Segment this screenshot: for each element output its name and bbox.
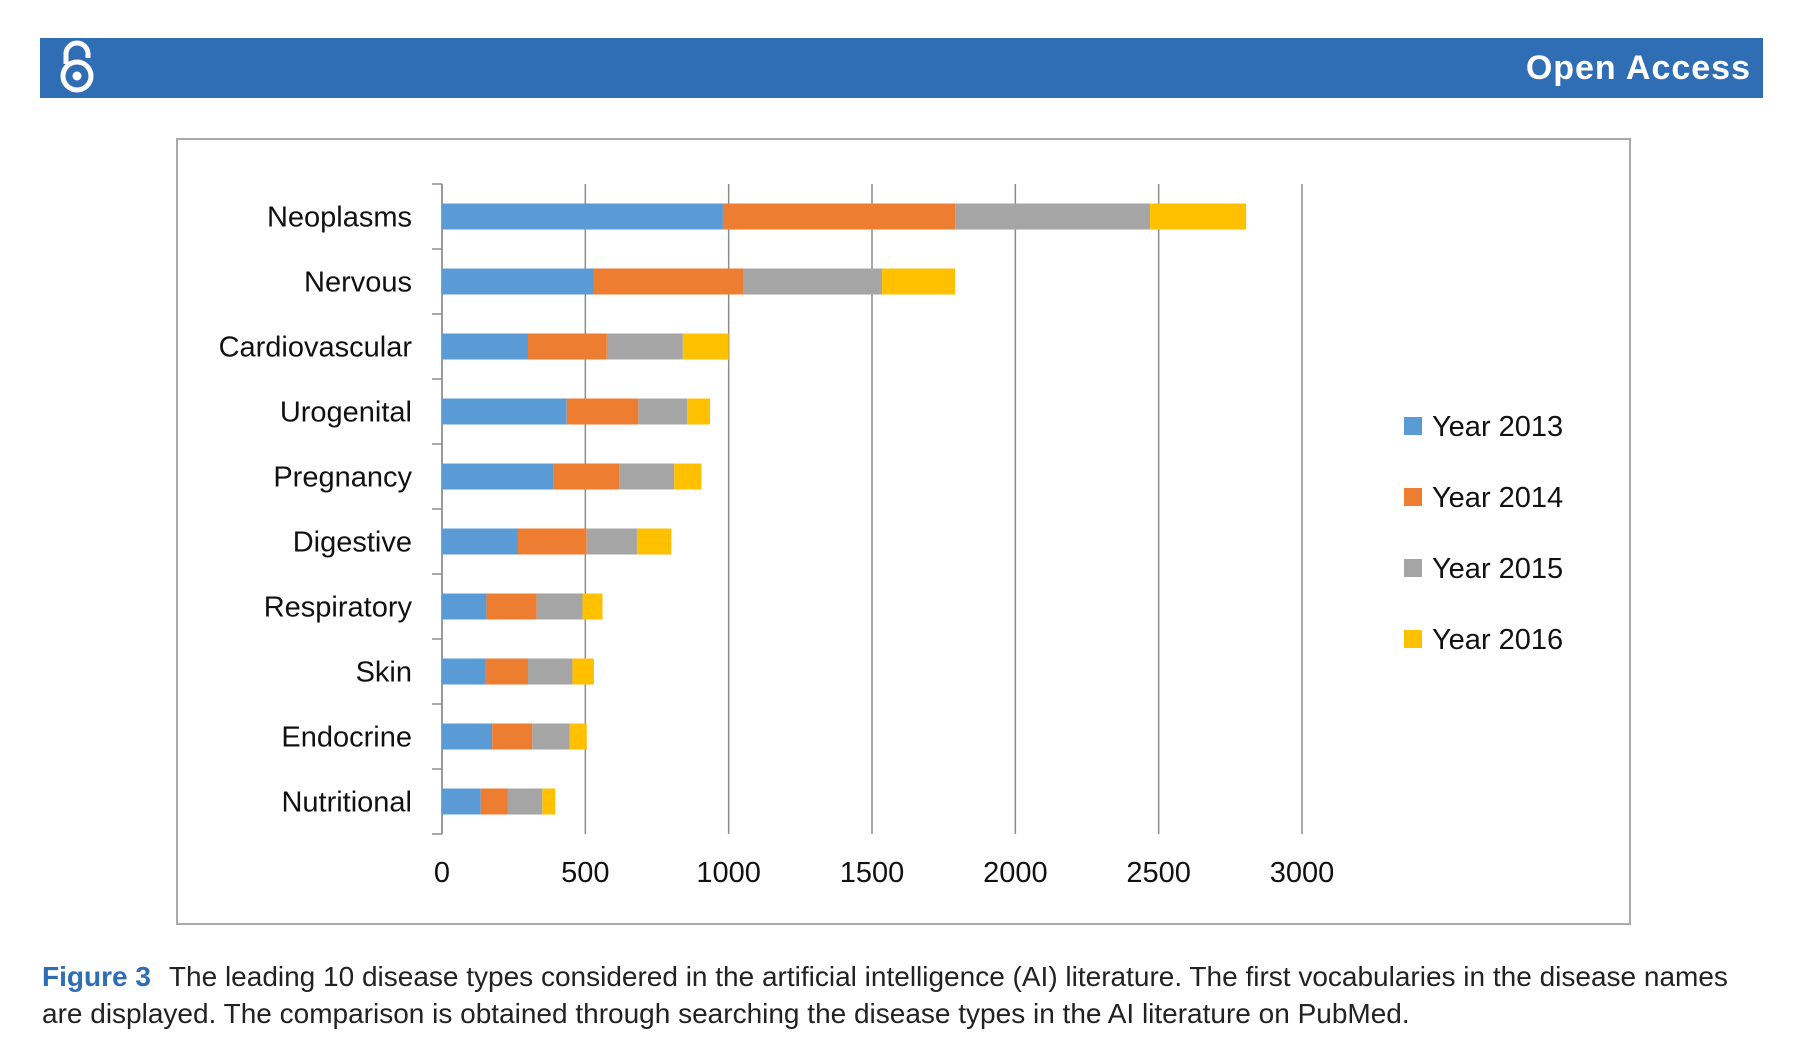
bar-segment [569,723,587,750]
legend-label: Year 2014 [1432,482,1563,514]
bar-segment [638,398,688,425]
chart: 0 500 1000 1500 2000 2500 3000 Neoplasms Nervous… [219,183,1563,889]
y-tick-label: Nervous [304,267,412,299]
bar-segment [517,528,587,555]
y-tick-label: Urogenital [280,397,412,429]
caption-text: disease names are displayed. The compari… [42,961,1728,1029]
bar-segment [606,333,683,360]
y-tick-label: Cardiovascular [219,332,413,364]
legend-swatch [1404,630,1422,648]
legend-swatch [1404,559,1422,577]
bar-segment [528,658,573,685]
bar-segment [492,723,533,750]
bar-segment [593,268,743,295]
bar-segment [882,268,956,295]
y-tick-label: Nutritional [281,787,412,819]
legend-label: Year 2015 [1432,553,1563,585]
legend-swatch [1404,488,1422,506]
bar-segment [636,528,672,555]
bar-segment [442,463,554,490]
bar-segment [722,203,956,230]
bar-segment [542,788,556,815]
bar-segment [480,788,508,815]
x-tick-label: 0 [434,857,450,889]
bar-segment [682,333,729,360]
bar-segment [507,788,543,815]
y-tick-label: Digestive [293,527,412,559]
legend-label: Year 2016 [1432,624,1563,656]
x-tick-label: 1500 [840,857,905,889]
x-tick-label: 1000 [696,857,761,889]
bar-segment [442,333,528,360]
bar-segment [674,463,702,490]
figure-label: Figure 3 [42,961,151,992]
bar-segment [442,593,487,620]
caption-text: The leading 10 disease types considered … [168,961,1532,992]
bar-segment [442,268,594,295]
legend-swatch [1404,417,1422,435]
open-access-icon [60,40,94,93]
bar-segment [687,398,711,425]
bar-segment [442,398,567,425]
bar-segment [442,723,493,750]
bar-segment [582,593,603,620]
y-tick-label: Respiratory [264,592,413,624]
y-tick-label: Neoplasms [267,202,412,234]
bar-segment [442,528,518,555]
bar-segment [532,723,570,750]
header-bar: Open Access [40,38,1763,98]
bar-segment [743,268,883,295]
bar-segment [528,333,607,360]
y-tick-label: Pregnancy [273,462,412,494]
bar-segment [486,593,537,620]
x-tick-label: 2000 [983,857,1048,889]
bar-segment [1150,203,1247,230]
open-access-label: Open Access [1525,49,1751,87]
x-tick-label: 500 [561,857,609,889]
x-tick-label: 2500 [1126,857,1191,889]
bar-segment [572,658,594,685]
y-tick-label: Skin [356,657,412,689]
bar-segment [442,658,485,685]
bar-segment [442,788,481,815]
bar-segment [536,593,583,620]
bar-segment [619,463,675,490]
bar-segment [553,463,620,490]
y-tick-label: Endocrine [281,722,412,754]
caption: Figure 3 The leading 10 disease types con… [42,958,1772,1032]
bar-segment [442,203,723,230]
x-tick-label: 3000 [1270,857,1335,889]
legend-label: Year 2013 [1432,411,1563,443]
bar-segment [586,528,637,555]
bar-segment [566,398,639,425]
chart-frame [176,138,1631,925]
bar-segment [485,658,528,685]
bar-segment [955,203,1151,230]
